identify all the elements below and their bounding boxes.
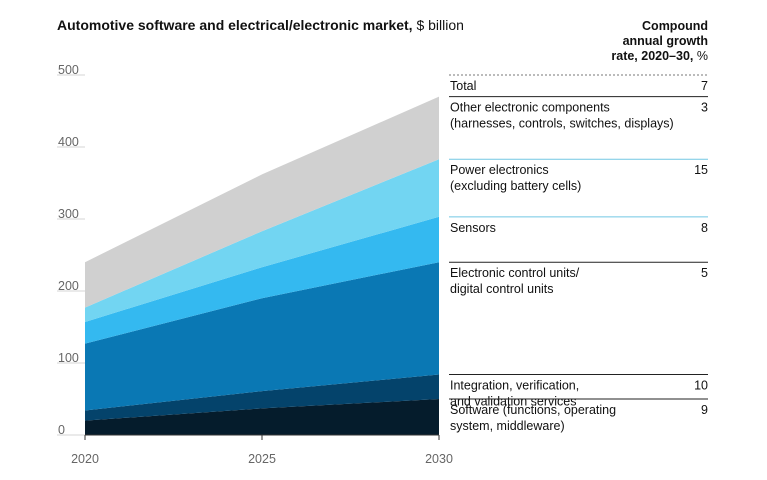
x-tick-label-2030: 2030 <box>425 452 453 466</box>
table-row-cagr-4: 8 <box>701 221 708 235</box>
area-series-6 <box>85 96 439 308</box>
table-row-label-5-1: Electronic control units/ <box>450 266 580 280</box>
table-row-label-4-1: Sensors <box>450 221 496 235</box>
table-row-label-2-2: (harnesses, controls, switches, displays… <box>450 117 674 131</box>
table-row-label-7-1: Software (functions, operating <box>450 403 616 417</box>
area-series-5 <box>85 159 439 322</box>
cagr-header: Compound annual growth rate, 2020–30, % <box>568 19 708 64</box>
area-series-1 <box>85 399 439 435</box>
cagr-header-line1: Compound <box>642 19 708 33</box>
y-tick-label-300: 300 <box>58 207 79 221</box>
chart-title: Automotive software and electrical/elect… <box>57 17 464 33</box>
x-tick-label-2025: 2025 <box>248 452 276 466</box>
table-row-label-6-2: and validation services <box>450 395 576 409</box>
area-series-3 <box>85 262 439 411</box>
cagr-header-line3: rate, 2020–30, <box>611 49 694 63</box>
x-tick-label-2020: 2020 <box>71 452 99 466</box>
cagr-header-line2: annual growth <box>622 34 708 48</box>
y-tick-label-500: 500 <box>58 63 79 77</box>
y-tick-label-200: 200 <box>58 279 79 293</box>
table-row-cagr-2: 3 <box>701 101 708 115</box>
chart-title-unit: $ billion <box>416 17 464 33</box>
table-row-label-5-2: digital control units <box>450 282 554 296</box>
table-row-label-1-1: Total <box>450 79 476 93</box>
table-row-cagr-1: 7 <box>701 79 708 93</box>
table-row-label-3-1: Power electronics <box>450 163 549 177</box>
chart-title-text: Automotive software and electrical/elect… <box>57 17 413 33</box>
y-tick-label-0: 0 <box>58 423 65 437</box>
table-row-label-7-2: system, middleware) <box>450 419 565 433</box>
area-series-2 <box>85 374 439 421</box>
table-row-label-2-1: Other electronic components <box>450 101 610 115</box>
table-row-cagr-6: 10 <box>694 379 708 393</box>
table-row-cagr-7: 9 <box>701 403 708 417</box>
table-row-cagr-5: 5 <box>701 266 708 280</box>
cagr-header-unit: % <box>696 49 708 63</box>
area-series-4 <box>85 216 439 344</box>
table-row-label-3-2: (excluding battery cells) <box>450 179 581 193</box>
y-tick-label-100: 100 <box>58 351 79 365</box>
y-tick-label-400: 400 <box>58 135 79 149</box>
table-row-label-6-1: Integration, verification, <box>450 379 579 393</box>
table-row-cagr-3: 15 <box>694 163 708 177</box>
